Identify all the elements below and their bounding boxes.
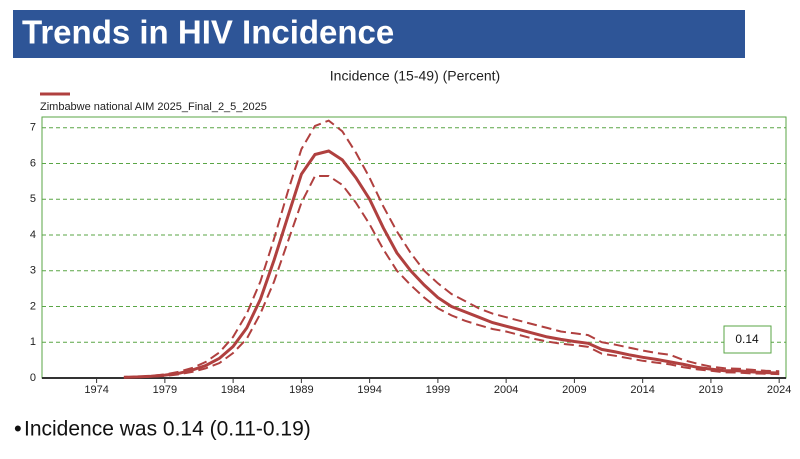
y-tick-label: 3 xyxy=(30,265,36,277)
bullet-text: Incidence was 0.14 (0.11-0.19) xyxy=(24,418,311,441)
y-tick-label: 7 xyxy=(30,122,36,134)
x-tick-label: 2014 xyxy=(630,384,654,396)
x-tick-label: 1974 xyxy=(84,384,108,396)
plot-frame xyxy=(41,116,787,379)
x-tick-label: 1989 xyxy=(289,384,313,396)
bullet-dot: • xyxy=(14,416,22,441)
x-tick-label: 1999 xyxy=(426,384,450,396)
slide-title: Trends in HIV Incidence xyxy=(22,14,394,51)
x-tick-label: 2004 xyxy=(494,384,518,396)
y-tick-label: 4 xyxy=(30,229,36,241)
series-line xyxy=(123,149,780,379)
x-tick-label: 2024 xyxy=(767,384,791,396)
series-line xyxy=(123,175,780,379)
annotation-box xyxy=(723,325,772,354)
title-bar xyxy=(13,10,745,58)
y-tick-label: 6 xyxy=(30,157,36,169)
x-tick-label: 1984 xyxy=(221,384,245,396)
x-tick-label: 1979 xyxy=(153,384,177,396)
chart-title: Incidence (15-49) (Percent) xyxy=(330,68,500,84)
x-tick-label: 1994 xyxy=(357,384,381,396)
y-tick-label: 1 xyxy=(30,336,36,348)
y-tick-label: 5 xyxy=(30,193,36,205)
y-tick-label: 0 xyxy=(30,372,36,384)
y-tick-label: 2 xyxy=(30,300,36,312)
x-tick-label: 2009 xyxy=(562,384,586,396)
x-tick-label: 2019 xyxy=(699,384,723,396)
series-line xyxy=(123,119,780,379)
legend-label: Zimbabwe national AIM 2025_Final_2_5_202… xyxy=(40,101,267,113)
annotation: 0.14 xyxy=(735,332,759,346)
